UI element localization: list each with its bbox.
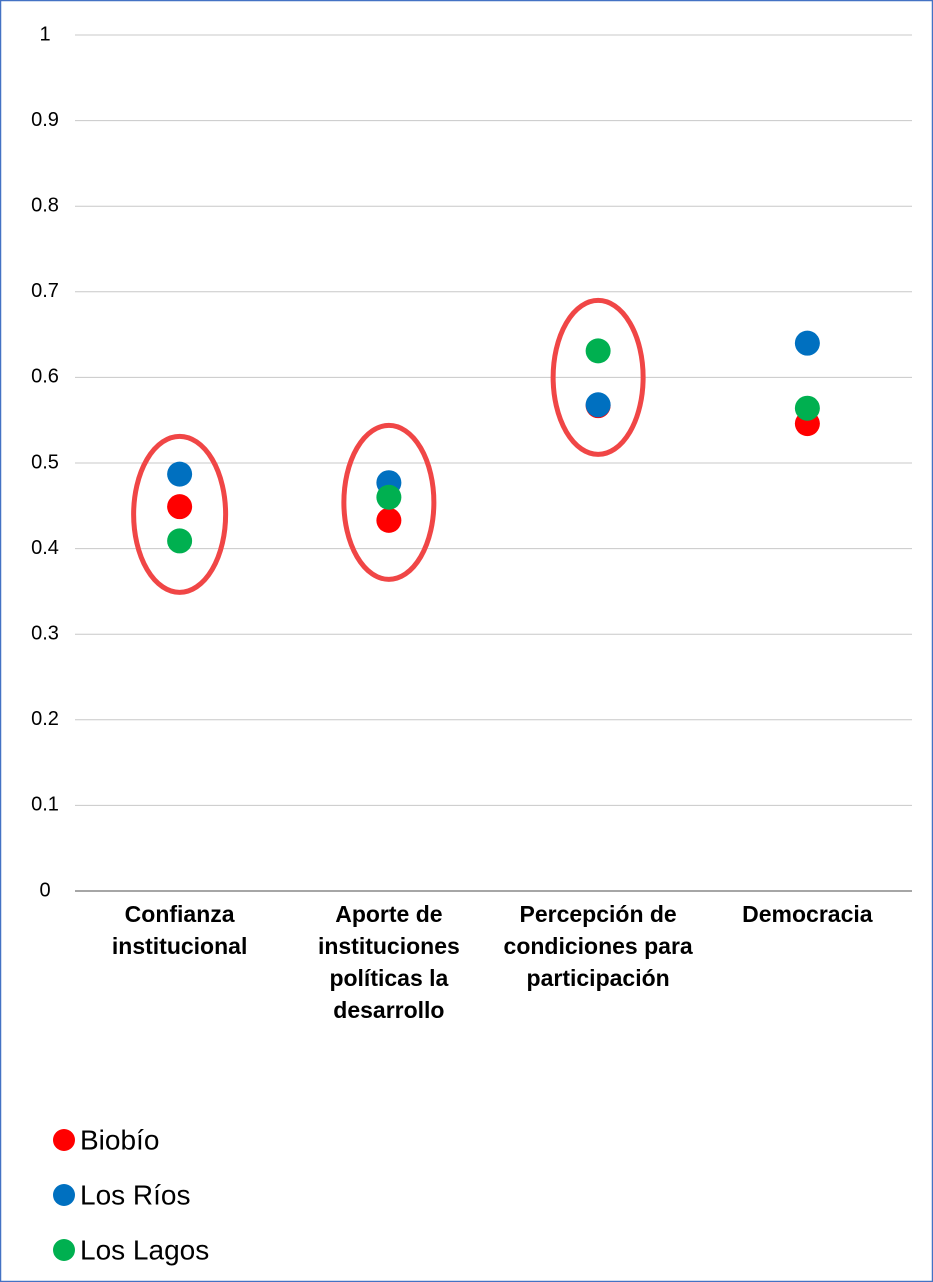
annotations (131, 297, 646, 595)
y-tick-label: 0.4 (31, 537, 59, 559)
dot (585, 392, 611, 418)
dot (376, 484, 402, 510)
legend-label: Los Lagos (80, 1234, 209, 1265)
legend-marker (53, 1184, 75, 1206)
dot (794, 330, 820, 356)
dot (585, 338, 611, 364)
x-tick-label: Confianza institucional (111, 901, 248, 959)
y-tick-label: 0.3 (31, 622, 59, 644)
y-tick-label: 1 (39, 23, 50, 45)
marks: Biobío Los Ríos Los Lagos (53, 330, 820, 1265)
y-tick-label: 0.8 (31, 194, 59, 216)
x-tick-label: Percepción de condiciones para participa… (503, 901, 693, 991)
highlight-ellipse (341, 422, 437, 582)
x-tick-label: Aporte de instituciones políticas la des… (317, 901, 460, 1023)
dot (167, 461, 193, 487)
dot (167, 528, 193, 554)
y-tick-label: 0 (39, 879, 50, 901)
legend-marker (53, 1129, 75, 1151)
y-tick-label: 0.7 (31, 280, 59, 302)
y-tick-label: 0.1 (31, 794, 59, 816)
x-tick-label: Democracia (742, 901, 873, 927)
y-tick-label: 0.9 (31, 109, 59, 131)
legend-label: Los Ríos (80, 1179, 191, 1210)
legend-label: Biobío (80, 1124, 159, 1155)
y-tick-label: 0.6 (31, 366, 59, 388)
y-tick-label: 0.5 (31, 451, 59, 473)
highlight-ellipse (550, 297, 646, 457)
y-tick-label: 0.2 (31, 708, 59, 730)
dot (167, 494, 193, 520)
dot (376, 507, 402, 533)
dot (794, 395, 820, 421)
highlight-ellipse (131, 433, 229, 595)
legend-marker (53, 1239, 75, 1261)
